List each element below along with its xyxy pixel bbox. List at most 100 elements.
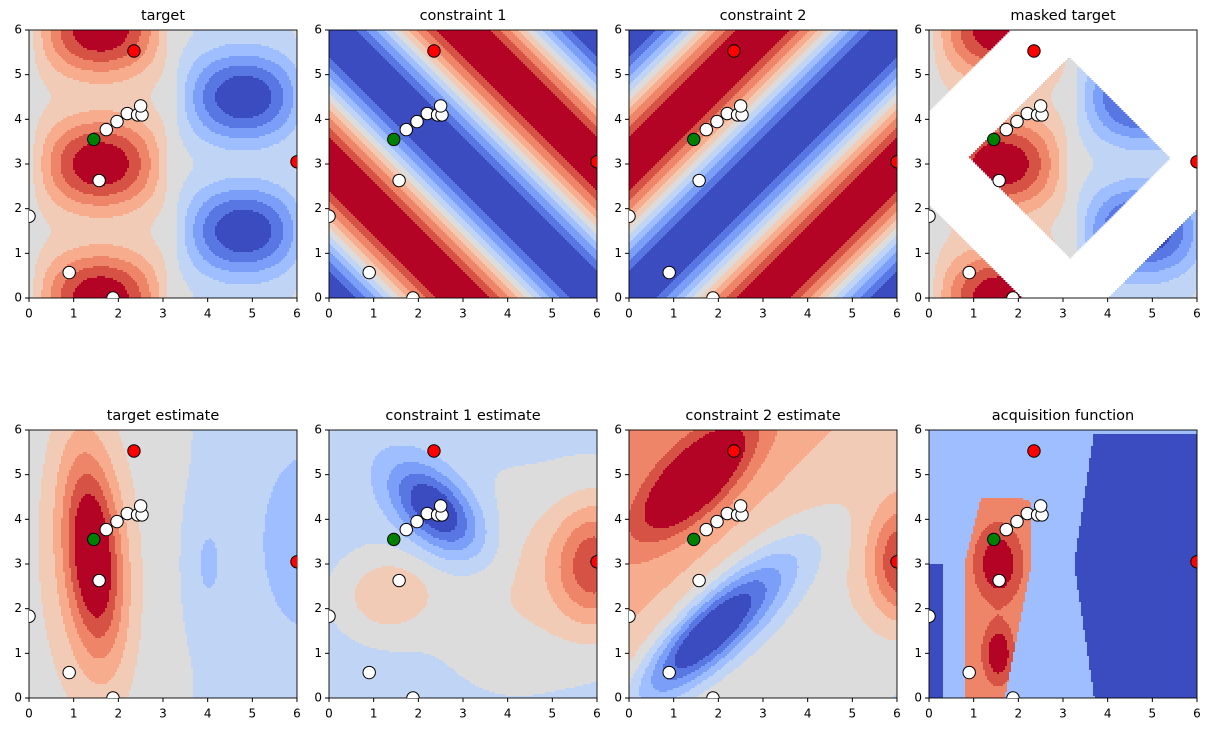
y-tick-label: 3 (314, 157, 322, 171)
contour-band (673, 56, 682, 59)
contour-band (475, 246, 484, 249)
contour-band (629, 58, 638, 61)
contour-band (361, 282, 370, 285)
contour-band (159, 286, 168, 289)
contour-band (61, 56, 80, 59)
point (106, 291, 120, 298)
contour-band (445, 38, 500, 41)
contour-band (331, 244, 340, 247)
contour-band (523, 270, 534, 273)
contour-band (73, 292, 128, 295)
contour-band (291, 82, 297, 85)
contour-band (649, 56, 658, 59)
contour-band (535, 30, 544, 33)
contour-band (809, 30, 818, 33)
contour-band (559, 212, 568, 215)
contour-band (127, 290, 140, 293)
contour-band (765, 54, 776, 57)
contour-band (519, 172, 528, 175)
contour-band (583, 62, 594, 65)
contour-band (729, 36, 784, 39)
contour-band (393, 164, 402, 167)
contour-band (421, 50, 430, 53)
contour-band (293, 296, 297, 298)
contour-band (331, 94, 340, 97)
contour-band (193, 264, 212, 267)
contour-band (401, 54, 410, 57)
contour-band (333, 60, 388, 63)
contour-band (125, 288, 140, 291)
contour-band (151, 234, 178, 237)
contour-band (177, 80, 188, 83)
contour-band (629, 62, 634, 65)
contour-band (333, 104, 342, 107)
contour-band (395, 48, 404, 51)
contour-band (849, 30, 860, 33)
contour-band (551, 30, 562, 33)
contour-band (151, 196, 166, 199)
contour-band (451, 248, 462, 251)
contour-band (189, 286, 297, 289)
contour-band (73, 78, 130, 81)
contour-band (561, 190, 570, 193)
contour-band (185, 92, 194, 95)
contour-band (403, 76, 414, 79)
contour-band (589, 202, 597, 205)
contour-band (589, 262, 597, 265)
contour-band (61, 30, 74, 33)
contour-band (513, 276, 522, 279)
contour-band (533, 154, 542, 157)
contour-band (513, 134, 522, 137)
contour-band (635, 50, 646, 53)
contour-band (287, 270, 297, 273)
contour-band (681, 32, 690, 35)
contour-band (63, 208, 138, 211)
contour-band (459, 52, 514, 55)
contour-band (845, 34, 856, 37)
contour-band (369, 176, 380, 179)
contour-band (399, 136, 410, 139)
contour-band (439, 166, 494, 169)
contour-band (125, 152, 140, 155)
contour-band (537, 274, 548, 277)
contour-band (131, 276, 146, 279)
contour-band (751, 68, 762, 71)
contour-band (29, 78, 42, 81)
contour-band (629, 68, 638, 71)
contour-band (207, 110, 224, 113)
contour-band (409, 180, 418, 183)
contour-band (489, 216, 544, 219)
contour-band (579, 38, 597, 41)
contour-band (533, 270, 544, 273)
contour-band (35, 190, 48, 193)
contour-band (457, 220, 466, 223)
contour-band (193, 292, 296, 295)
contour-band (549, 152, 560, 155)
contour-band (29, 66, 38, 69)
contour-band (397, 50, 406, 53)
contour-band (457, 254, 468, 257)
contour-band (713, 32, 724, 35)
contour-band (353, 150, 364, 153)
contour-band (783, 46, 794, 49)
contour-band (273, 74, 288, 77)
contour-band (157, 216, 178, 219)
contour-band (551, 46, 560, 49)
contour-band (361, 232, 372, 235)
contour-band (433, 36, 444, 39)
contour-band (163, 70, 178, 73)
contour-band (507, 170, 518, 173)
contour-band (371, 158, 380, 161)
contour-band (573, 92, 582, 95)
contour-band (437, 30, 492, 33)
contour-band (553, 82, 564, 85)
contour-band (447, 174, 502, 177)
contour-band (577, 116, 588, 119)
contour-band (353, 250, 362, 253)
contour-band (385, 182, 396, 185)
contour-band (533, 206, 544, 209)
contour-band (179, 134, 198, 137)
contour-band (529, 292, 538, 295)
contour-band (467, 96, 476, 99)
contour-band (329, 126, 340, 129)
